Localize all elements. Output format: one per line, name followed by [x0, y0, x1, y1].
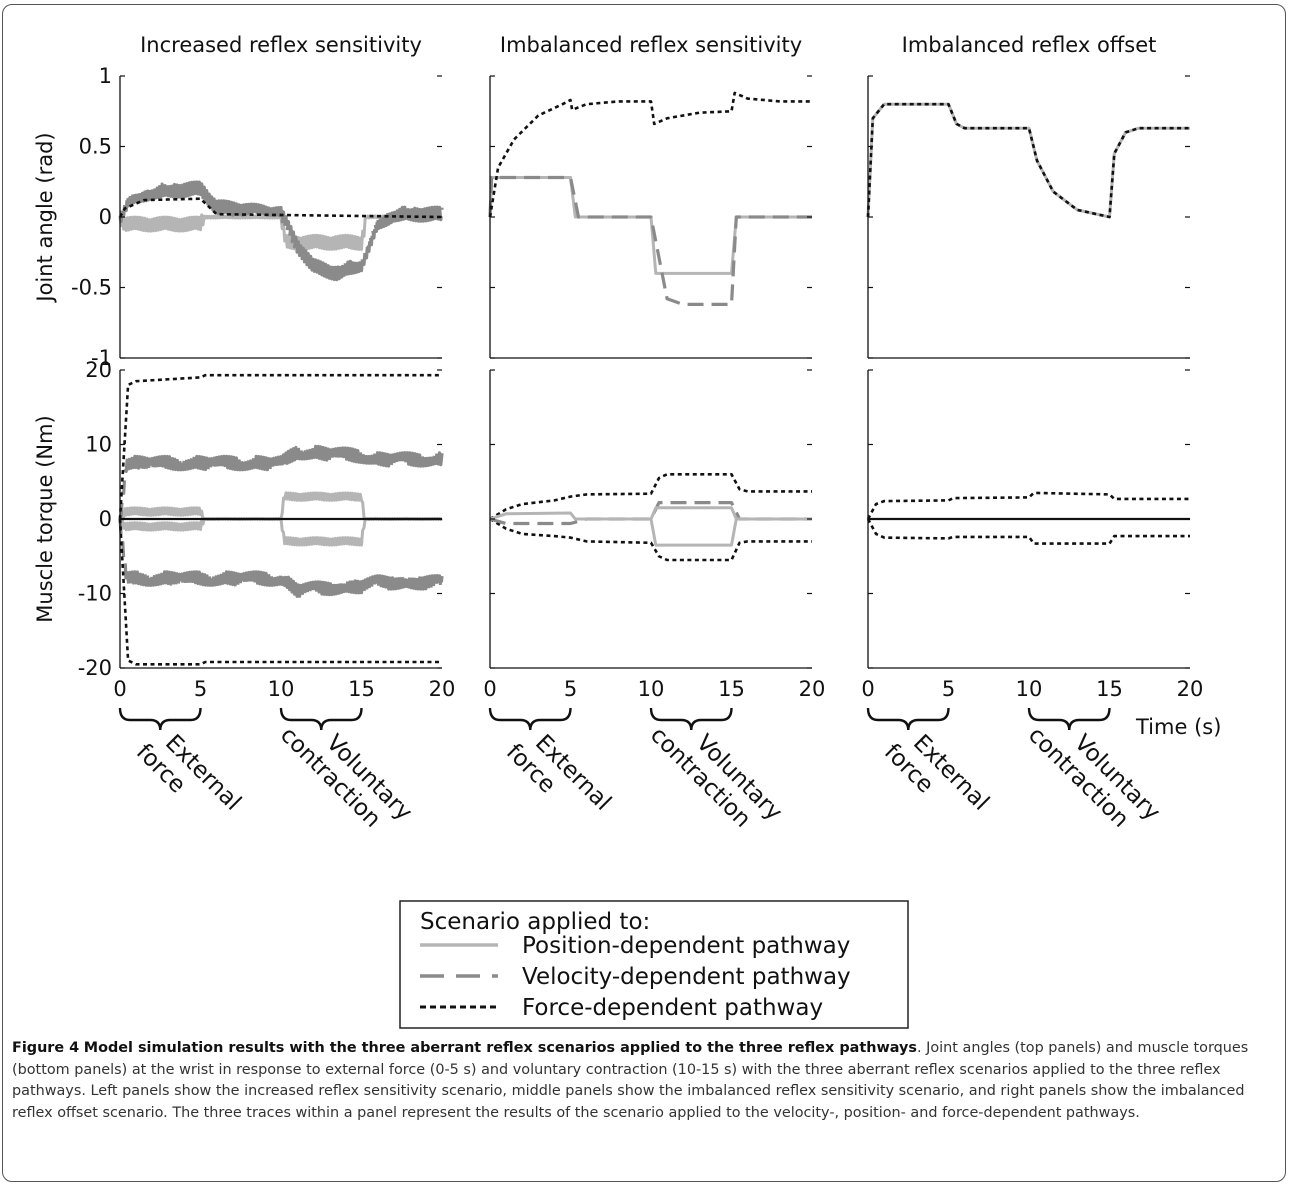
legend-label: Velocity-dependent pathway [522, 964, 851, 990]
series-line [489, 473, 812, 521]
y-tick-label: 0.5 [79, 135, 112, 159]
y-axis-label: Muscle torque (Nm) [33, 415, 57, 622]
y-tick-label: 20 [85, 358, 112, 382]
x-tick-label: 0 [483, 677, 496, 701]
series-line [118, 491, 443, 523]
brace-label: Voluntarycontraction [275, 703, 417, 845]
y-tick-label: 10 [85, 433, 112, 457]
series-line [488, 176, 812, 275]
x-tick-label: 0 [113, 677, 126, 701]
series-line [118, 197, 443, 219]
x-tick-label: 5 [942, 677, 955, 701]
x-unit-label: Time (s) [1135, 715, 1221, 739]
y-axis-label: Joint angle (rad) [33, 132, 57, 303]
legend-label: Position-dependent pathway [522, 933, 850, 959]
x-tick-label: 5 [194, 677, 207, 701]
series-line [488, 91, 812, 218]
panel-top-right [866, 75, 1190, 359]
panel-top-left: 1 0.5 0 -0.5 -1 Joint angle (rad) [33, 64, 444, 370]
series-line [118, 516, 443, 547]
brace [866, 707, 950, 731]
brace [118, 707, 202, 731]
x-tick-label: 10 [638, 677, 665, 701]
panel-bottom-middle: 0 5 10 15 20 [483, 369, 826, 701]
caption-label: Figure 4 [12, 1040, 80, 1056]
legend: Scenario applied to: Position-dependent … [399, 900, 909, 1029]
series-line [649, 506, 738, 520]
brace-label: Voluntarycontraction [645, 703, 787, 845]
series-line [118, 180, 444, 282]
figure-svg: Increased reflex sensitivity Imbalanced r… [33, 33, 1221, 1029]
brace-label: Externalforce [131, 720, 246, 835]
x-tick-label: 15 [718, 677, 745, 701]
brace [649, 707, 733, 731]
series-line [866, 102, 1190, 219]
y-tick-label: 1 [99, 64, 112, 88]
column-title: Imbalanced reflex offset [902, 33, 1157, 57]
x-tick-label: 15 [348, 677, 375, 701]
series-line [489, 501, 812, 526]
caption-body: . Joint angles (top panels) and muscle t… [12, 1040, 1249, 1121]
y-tick-label: 0 [99, 205, 112, 229]
brace [488, 707, 572, 731]
y-tick-label: 0 [99, 507, 112, 531]
figure-frame [2, 4, 1286, 1182]
series-line [489, 517, 812, 562]
brace [279, 707, 363, 731]
y-tick-label: -10 [78, 582, 112, 606]
x-tick-label: 10 [268, 677, 295, 701]
y-tick-label: -0.5 [71, 276, 112, 300]
brace-label: Externalforce [879, 720, 994, 835]
series-line [488, 175, 812, 306]
series-line [866, 491, 1190, 520]
column-title: Increased reflex sensitivity [140, 33, 422, 57]
series-line [118, 518, 442, 666]
x-tick-label: 20 [799, 677, 826, 701]
legend-title: Scenario applied to: [420, 909, 650, 935]
x-tick-label: 20 [429, 677, 456, 701]
series-line [866, 518, 1190, 545]
brace-label: Externalforce [501, 720, 616, 835]
y-tick-label: -1 [91, 346, 112, 370]
brace [1027, 707, 1111, 731]
x-tick-label: 15 [1096, 677, 1123, 701]
x-tick-label: 10 [1016, 677, 1043, 701]
x-tick-label: 5 [564, 677, 577, 701]
x-tick-label: 0 [861, 677, 874, 701]
panel-bottom-right: 0 5 10 15 20 [861, 369, 1204, 701]
series-line [118, 444, 444, 519]
series-line [118, 373, 442, 520]
legend-label: Force-dependent pathway [522, 995, 823, 1021]
y-tick-label: -20 [78, 656, 112, 680]
caption-title: Model simulation results with the three … [83, 1040, 917, 1056]
series-line [118, 518, 444, 598]
column-title: Imbalanced reflex sensitivity [500, 33, 802, 57]
series-line [866, 102, 1190, 219]
x-tick-label: 20 [1177, 677, 1204, 701]
panel-top-middle [488, 75, 812, 359]
figure-caption: Figure 4 Model simulation results with t… [12, 1038, 1276, 1124]
